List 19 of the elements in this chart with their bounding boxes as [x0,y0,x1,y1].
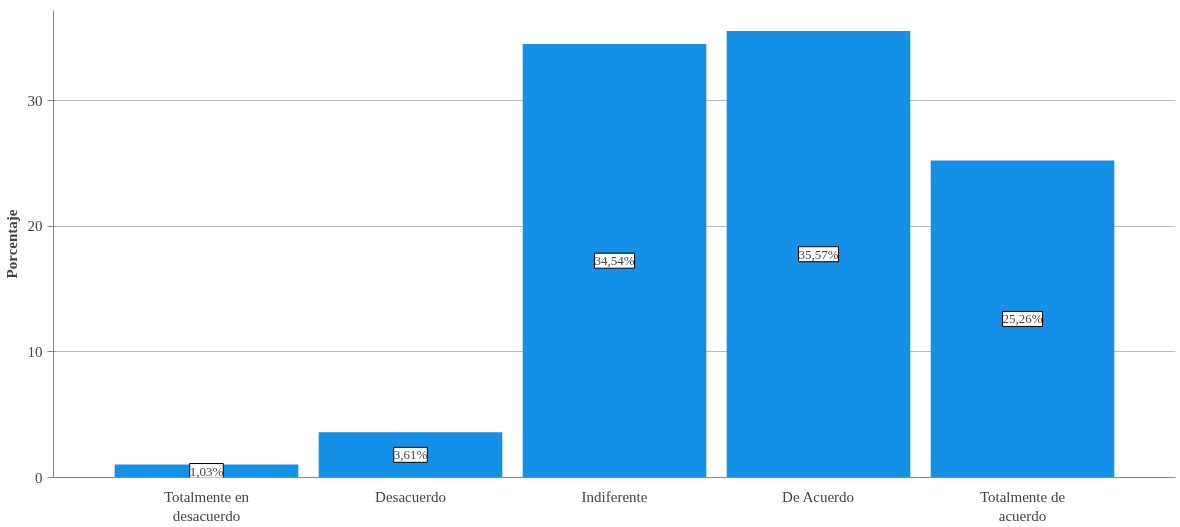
x-tick-label: Indiferente [581,488,648,505]
x-tick-label: Totalmente en desacuerdo [163,488,250,524]
bar [318,432,503,478]
y-tick-label: 0 [35,469,43,486]
bar [522,43,707,478]
data-label: 3,61% [393,447,428,463]
y-tick-label: 30 [27,92,43,109]
y-tick-label: 20 [27,218,43,235]
y-axis-title: Porcentaje [3,209,20,279]
y-tick-label: 10 [27,343,43,360]
bar [930,160,1115,478]
data-label: 34,54% [594,253,635,269]
data-label: 35,57% [798,246,839,262]
bar [726,30,911,478]
x-tick-label: Totalmente de acuerdo [979,488,1066,524]
x-tick-label: Desacuerdo [375,488,446,505]
data-label: 1,03% [189,463,224,479]
x-tick-label: De Acuerdo [782,488,855,505]
data-label: 25,26% [1002,311,1043,327]
